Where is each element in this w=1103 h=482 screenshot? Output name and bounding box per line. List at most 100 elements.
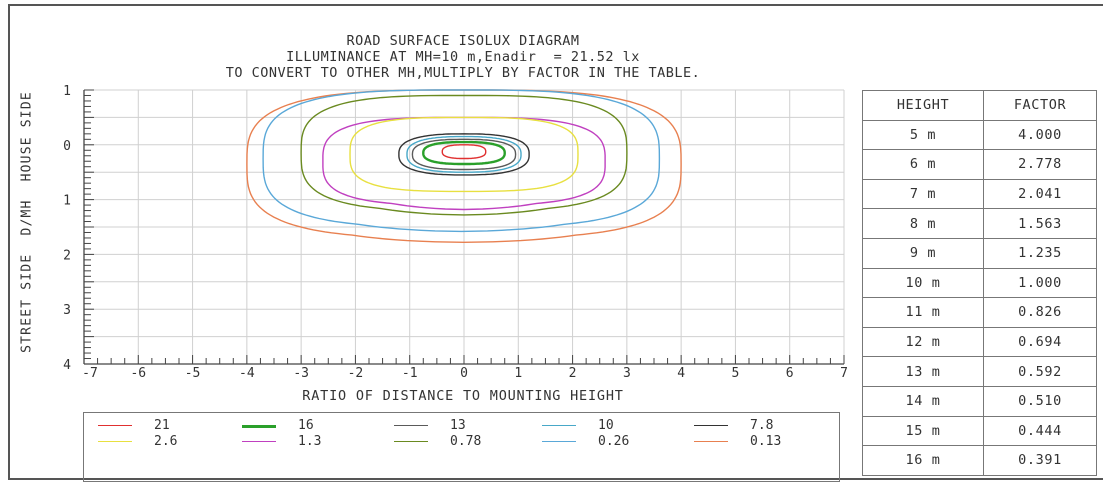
legend-value: 1.3: [298, 434, 322, 449]
height-cell: 6 m: [862, 149, 984, 180]
x-tick-label: 6: [786, 366, 794, 381]
legend-swatch: [242, 441, 276, 442]
isolux-contour-10: [406, 135, 522, 173]
factor-cell: 2.041: [983, 178, 1097, 210]
legend-item: 0.26: [542, 434, 682, 449]
legend-item: 10: [542, 418, 682, 433]
legend-item: 1.3: [242, 434, 382, 449]
legend-item: 0.13: [694, 434, 834, 449]
legend-swatch: [542, 441, 576, 442]
x-tick-label: -4: [239, 366, 255, 381]
factor-cell: 0.510: [983, 385, 1097, 417]
legend-item: 7.8: [694, 418, 834, 433]
legend-swatch: [242, 425, 276, 428]
isolux-contour-7-8: [398, 133, 530, 176]
isolux-contour-0-13: [246, 89, 682, 244]
isolux-contour-16: [422, 140, 506, 166]
factor-header: FACTOR: [983, 90, 1097, 121]
height-cell: 7 m: [862, 178, 984, 210]
legend-swatch: [542, 425, 576, 426]
y-tick-label: 1: [63, 84, 71, 99]
legend-item: 16: [242, 418, 382, 433]
legend-swatch: [694, 441, 728, 442]
legend-item: 13: [394, 418, 534, 433]
factor-table-row: 13 m 0.592: [862, 356, 1097, 387]
legend-swatch: [98, 425, 132, 426]
legend-item: 0.78: [394, 434, 534, 449]
factor-cell: 1.235: [983, 237, 1097, 269]
factor-cell: 1.000: [983, 267, 1097, 299]
x-tick-label: -7: [82, 366, 98, 381]
height-cell: 16 m: [862, 445, 984, 476]
factor-table-row: 12 m 0.694: [862, 326, 1097, 358]
isolux-contour-1-3: [322, 116, 606, 211]
factor-cell: 0.444: [983, 415, 1097, 447]
x-tick-label: 1: [514, 366, 522, 381]
height-header: HEIGHT: [862, 90, 984, 121]
factor-cell: 1.563: [983, 208, 1097, 239]
legend-swatch: [98, 441, 132, 442]
legend-value: 7.8: [750, 418, 774, 433]
legend-value: 13: [450, 418, 466, 433]
x-tick-label: -3: [293, 366, 309, 381]
factor-table-row: 7 m 2.041: [862, 178, 1097, 210]
x-tick-label: -1: [402, 366, 418, 381]
x-tick-label: -2: [348, 366, 364, 381]
isolux-contour-0-78: [300, 94, 628, 216]
height-cell: 8 m: [862, 208, 984, 239]
height-cell: 12 m: [862, 326, 984, 358]
legend-swatch: [394, 441, 428, 442]
isolux-contour-2-6: [349, 116, 579, 193]
legend-swatch: [694, 425, 728, 426]
isolux-contour-21: [441, 144, 487, 160]
factor-table-row: 16 m 0.391: [862, 445, 1097, 476]
x-tick-label: 0: [460, 366, 468, 381]
x-tick-label: 4: [677, 366, 685, 381]
factor-table-row: 8 m 1.563: [862, 208, 1097, 239]
factor-cell: 4.000: [983, 119, 1097, 151]
x-tick-label: -5: [185, 366, 201, 381]
height-cell: 13 m: [862, 356, 984, 387]
x-tick-label: 3: [623, 366, 631, 381]
legend-item: 21: [98, 418, 238, 433]
diagram-title: ROAD SURFACE ISOLUX DIAGRAM: [346, 33, 580, 49]
y-tick-label: 1: [63, 194, 71, 209]
x-tick-label: 5: [732, 366, 740, 381]
factor-table-row: 10 m 1.000: [862, 267, 1097, 299]
factor-table-row: 6 m 2.778: [862, 149, 1097, 180]
y-tick-label: 3: [63, 303, 71, 318]
legend-item: 2.6: [98, 434, 238, 449]
height-cell: 15 m: [862, 415, 984, 447]
height-cell: 10 m: [862, 267, 984, 299]
factor-table-row: 9 m 1.235: [862, 237, 1097, 269]
factor-table-row: 15 m 0.444: [862, 415, 1097, 447]
factor-table-header: HEIGHT FACTOR: [862, 90, 1097, 121]
factor-table-row: 14 m 0.510: [862, 385, 1097, 417]
factor-cell: 2.778: [983, 149, 1097, 180]
legend-value: 0.26: [598, 434, 630, 449]
height-cell: 11 m: [862, 297, 984, 328]
legend-value: 16: [298, 418, 314, 433]
y-tick-label: 2: [63, 248, 71, 263]
legend-value: 0.13: [750, 434, 782, 449]
x-tick-label: 7: [840, 366, 848, 381]
x-tick-label: 2: [569, 366, 577, 381]
y-tick-label: 0: [63, 139, 71, 154]
legend-box: 21 16 13 10 7.8 2.6 1.3 0.78 0.26 0.13: [83, 412, 840, 482]
isolux-contour-0-26: [262, 89, 661, 233]
height-cell: 5 m: [862, 119, 984, 151]
diagram-instruction: TO CONVERT TO OTHER MH,MULTIPLY BY FACTO…: [225, 65, 701, 81]
diagram-subtitle: ILLUMINANCE AT MH=10 m,Enadir = 21.52 lx: [286, 49, 640, 65]
height-cell: 14 m: [862, 385, 984, 417]
factor-cell: 0.391: [983, 445, 1097, 476]
x-tick-label: -6: [130, 366, 146, 381]
isolux-contour-13: [411, 138, 517, 171]
factor-table-row: 5 m 4.000: [862, 119, 1097, 151]
y-tick-label: 4: [63, 358, 71, 373]
factor-table: HEIGHT FACTOR 5 m 4.000 6 m 2.778 7 m 2.041 8 …: [862, 90, 1097, 476]
legend-value: 10: [598, 418, 614, 433]
factor-table-row: 11 m 0.826: [862, 297, 1097, 328]
height-cell: 9 m: [862, 237, 984, 269]
factor-cell: 0.826: [983, 297, 1097, 328]
